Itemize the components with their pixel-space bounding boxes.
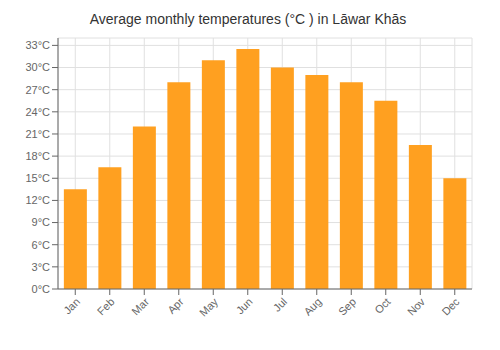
svg-text:9°C: 9°C (32, 216, 51, 228)
svg-text:Oct: Oct (372, 295, 393, 316)
svg-text:18°C: 18°C (25, 150, 50, 162)
svg-text:0°C: 0°C (32, 283, 51, 295)
svg-text:3°C: 3°C (32, 261, 51, 273)
svg-text:Jan: Jan (61, 295, 82, 316)
svg-text:33°C: 33°C (25, 39, 50, 51)
svg-text:Dec: Dec (439, 295, 462, 318)
svg-text:Feb: Feb (95, 295, 117, 317)
svg-text:6°C: 6°C (32, 239, 51, 251)
svg-text:May: May (197, 295, 221, 319)
svg-text:Jun: Jun (234, 295, 255, 316)
svg-text:30°C: 30°C (25, 61, 50, 73)
svg-text:Apr: Apr (165, 295, 186, 316)
svg-text:Nov: Nov (405, 295, 428, 318)
svg-text:21°C: 21°C (25, 128, 50, 140)
svg-text:Jul: Jul (271, 295, 289, 313)
svg-text:27°C: 27°C (25, 84, 50, 96)
svg-text:15°C: 15°C (25, 172, 50, 184)
html-text:Average monthly temperatures (: Average monthly temperatures (°C ) in Lā… (89, 11, 407, 27)
svg-text:Sep: Sep (336, 295, 358, 317)
svg-text:Aug: Aug (301, 295, 323, 317)
svg-text:24°C: 24°C (25, 106, 50, 118)
svg-text:12°C: 12°C (25, 194, 50, 206)
svg-text:Mar: Mar (129, 295, 151, 317)
